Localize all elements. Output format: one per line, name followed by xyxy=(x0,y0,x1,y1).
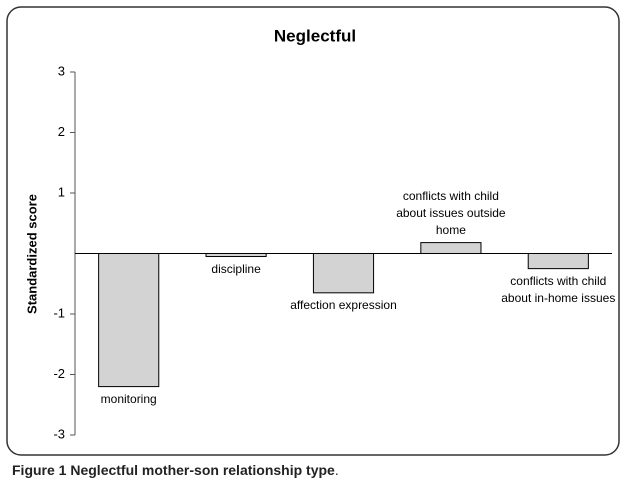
figure-caption: Figure 1 Neglectful mother-son relations… xyxy=(12,462,339,478)
bar xyxy=(312,253,375,294)
caption-label: Figure 1 xyxy=(12,462,67,478)
category-label: conflicts with child about issues outsid… xyxy=(396,188,506,237)
y-tick-label: 2 xyxy=(58,124,65,139)
category-label: conflicts with child about in-home issue… xyxy=(501,273,616,305)
y-tick-label: 3 xyxy=(58,63,65,78)
category-label: monitoring xyxy=(100,391,157,406)
bar xyxy=(420,242,482,255)
y-tick-label: -1 xyxy=(53,305,65,320)
y-axis-label: Standardized score xyxy=(24,194,39,314)
chart-frame xyxy=(6,6,620,456)
caption-period: . xyxy=(334,462,339,478)
y-tick-label: 1 xyxy=(58,184,65,199)
bar xyxy=(527,253,589,270)
category-label: affection expression xyxy=(290,297,397,312)
category-label: discipline xyxy=(211,261,261,276)
caption-text: Neglectful mother-son relationship type xyxy=(70,462,335,478)
bar xyxy=(98,253,160,388)
y-tick-label: -3 xyxy=(53,426,65,441)
y-tick-label: -2 xyxy=(53,366,65,381)
chart-title: Neglectful xyxy=(274,26,356,45)
